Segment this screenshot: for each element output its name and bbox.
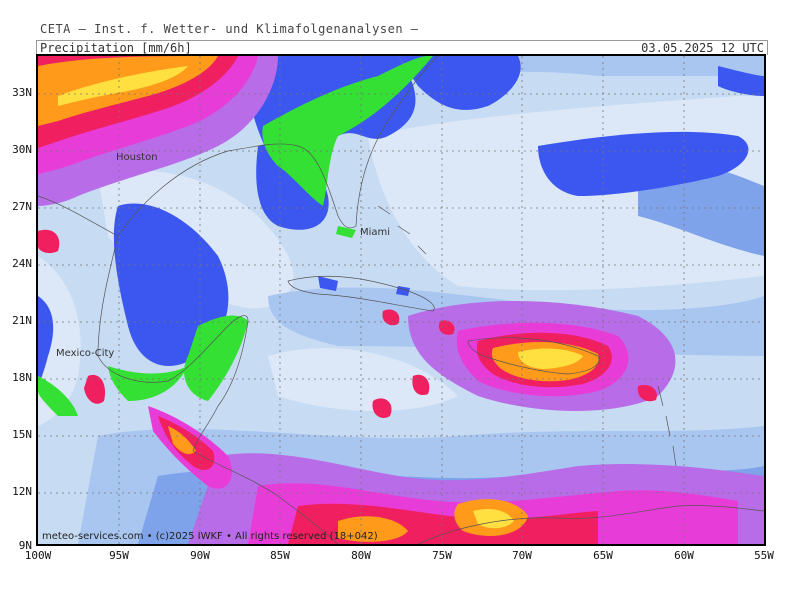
datetime-label: 03.05.2025 12 UTC — [641, 41, 764, 55]
lat-label: 33N — [12, 86, 32, 99]
variable-label: Precipitation [mm/6h] — [40, 41, 192, 55]
red-spot-cuba — [382, 309, 400, 326]
yellow-core-hispaniola — [518, 348, 583, 369]
red-spot-west-2 — [84, 374, 106, 404]
red-spot-lesser-antilles — [637, 384, 657, 402]
lon-label: 90W — [190, 549, 210, 562]
lon-label: 60W — [674, 549, 694, 562]
green-fill-keys — [336, 226, 356, 238]
lon-label: 80W — [351, 549, 371, 562]
yellow-core-texas — [58, 66, 188, 106]
lat-label: 27N — [12, 200, 32, 213]
south-america-coastline — [417, 505, 764, 544]
pale-region-central — [268, 348, 458, 411]
red-spot-jamaica — [438, 320, 455, 335]
green-fill-yucatan — [184, 315, 248, 401]
lat-label: 12N — [12, 485, 32, 498]
map-title: CETA — Inst. f. Wetter- und Klimafolgena… — [40, 22, 419, 36]
bahamas-coastline — [377, 205, 427, 255]
lesser-antilles-coastline — [657, 385, 677, 467]
lat-label: 30N — [12, 143, 32, 156]
city-label-mexico-city: Mexico-City — [56, 348, 115, 359]
green-fill-mexico-coast — [108, 366, 188, 401]
lon-label: 70W — [512, 549, 532, 562]
green-fill-west-edge — [38, 376, 78, 416]
lat-label: 9N — [18, 539, 32, 552]
blue-fill-east-strip — [718, 66, 764, 96]
copyright-footer: meteo-services.com • (c)2025 IWKF • All … — [42, 531, 378, 542]
central-america-coastline — [192, 450, 339, 544]
lat-label: 24N — [12, 257, 32, 270]
green-fill-florida — [262, 56, 433, 206]
blue-fill-atlantic-north — [398, 56, 521, 110]
lon-label: 85W — [270, 549, 290, 562]
grid-lines — [38, 56, 764, 544]
hispaniola-coastline — [467, 337, 600, 375]
lat-label: 15N — [12, 428, 32, 441]
red-spot-caribbean-1 — [372, 398, 392, 419]
lon-label: 95W — [109, 549, 129, 562]
red-spot-west-1 — [38, 229, 60, 254]
blue-fill-west-coast — [38, 296, 54, 386]
orange-core-central-america — [168, 426, 196, 455]
map-subheader: Precipitation [mm/6h] 03.05.2025 12 UTC — [36, 40, 768, 55]
city-label-houston: Houston — [116, 152, 158, 163]
red-spot-caribbean-2 — [412, 374, 430, 396]
blue-fill-atlantic-east — [538, 131, 749, 196]
lon-label: 55W — [754, 549, 774, 562]
orange-core-south-1 — [338, 516, 408, 542]
precipitation-map: Houston Miami Mexico-City meteo-services… — [36, 54, 766, 546]
mid-blue-band-east — [638, 163, 764, 256]
map-canvas — [38, 56, 764, 544]
coastlines — [38, 56, 764, 544]
lon-label: 75W — [432, 549, 452, 562]
lon-label: 65W — [593, 549, 613, 562]
lat-label: 21N — [12, 314, 32, 327]
lat-label: 18N — [12, 371, 32, 384]
us-gulf-coastline — [38, 56, 439, 237]
mexico-coastline — [97, 235, 249, 452]
city-label-miami: Miami — [360, 227, 391, 238]
cuba-coastline — [287, 275, 435, 312]
blue-fill-caribbean-small-1 — [318, 276, 338, 291]
lon-label: 100W — [24, 549, 52, 562]
